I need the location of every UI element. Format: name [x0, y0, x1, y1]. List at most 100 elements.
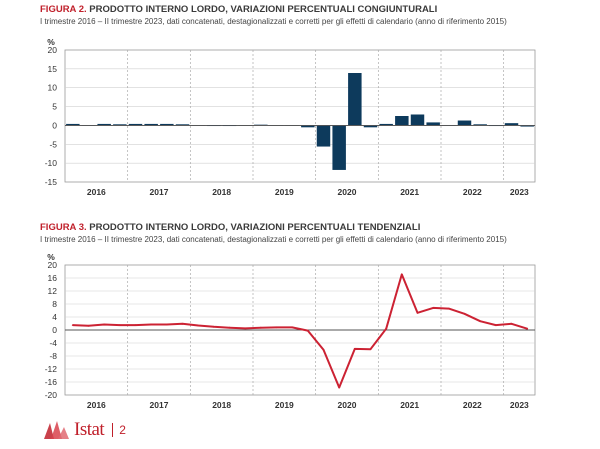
fig2-bar: [128, 123, 143, 126]
fig3-data-point: [526, 327, 529, 330]
fig3-data-point: [432, 307, 435, 309]
fig2-bar: [316, 125, 331, 147]
fig2-bar: [473, 124, 487, 126]
istat-logo-text: Istat: [74, 419, 105, 440]
fig3-y-tick-label: 12: [48, 286, 58, 296]
fig2-x-year-label: 2021: [400, 187, 419, 197]
figure-3-subtitle: I trimestre 2016 – II trimestre 2023, da…: [40, 235, 507, 244]
figure-2-number: FIGURA 2.: [40, 4, 87, 15]
fig3-data-point: [400, 273, 403, 276]
figure-2-subtitle: I trimestre 2016 – II trimestre 2023, da…: [40, 17, 507, 26]
fig3-data-point: [228, 326, 231, 329]
fig3-data-point: [165, 323, 168, 326]
fig3-data-point: [510, 322, 513, 325]
fig3-data-point: [150, 323, 153, 326]
fig3-series-line: [72, 273, 528, 389]
fig3-data-point: [275, 326, 278, 329]
fig3-data-point: [118, 324, 121, 326]
fig3-y-tick-label: 8: [52, 299, 57, 309]
fig3-x-year-label: 2023: [510, 400, 529, 410]
fig2-plot-frame: [64, 49, 536, 183]
fig3-y-tick-label: -20: [45, 390, 58, 400]
fig3-x-year-label: 2022: [463, 400, 482, 410]
fig2-y-tick-label: 15: [48, 64, 58, 74]
fig3-data-point: [416, 311, 419, 314]
fig2-y-tick-label: -5: [49, 139, 57, 149]
fig3-data-point: [369, 348, 372, 351]
fig3-x-year-label: 2021: [400, 400, 419, 410]
fig3-data-point: [197, 324, 200, 327]
istat-logo-icon: [44, 421, 69, 439]
fig3-data-point: [87, 324, 90, 327]
fig2-x-year-label: 2016: [87, 187, 106, 197]
fig3-y-tick-label: 20: [48, 260, 58, 270]
fig3-y-tick-label: -8: [49, 351, 57, 361]
fig3-data-point: [479, 320, 482, 323]
figure-3-title-line: FIGURA 3. PRODOTTO INTERNO LORDO, VARIAZ…: [40, 222, 420, 233]
fig3-y-tick-label: 4: [52, 312, 57, 322]
fig3-y-tick-label: -4: [49, 338, 57, 348]
fig3-y-tick-label: -12: [45, 364, 58, 374]
figure-2-bar-chart: -15 -10 -5 0 5 10 15 20% 2016 2017 2018 2019 2020 202…: [45, 37, 536, 197]
fig3-data-point: [134, 324, 137, 326]
fig3-x-year-label: 2020: [338, 400, 357, 410]
fig2-y-unit-label: %: [47, 37, 55, 47]
fig2-bar: [66, 123, 80, 126]
fig2-bar: [97, 123, 111, 126]
fig3-data-point: [447, 307, 450, 310]
fig2-x-year-label: 2017: [150, 187, 169, 197]
page-number: 2: [119, 423, 126, 437]
fig3-data-point: [181, 322, 184, 325]
fig3-data-point: [338, 386, 341, 389]
fig2-bar: [175, 124, 190, 126]
fig3-data-point: [71, 324, 74, 326]
figure-3-number: FIGURA 3.: [40, 222, 87, 233]
fig3-y-tick-label: -16: [45, 377, 58, 387]
fig2-x-year-label: 2023: [510, 187, 529, 197]
fig3-data-point: [103, 323, 106, 326]
fig2-bar: [426, 122, 440, 126]
figure-2-title: PRODOTTO INTERNO LORDO, VARIAZIONI PERCE…: [89, 4, 438, 15]
fig2-bar: [113, 124, 127, 126]
fig3-data-point: [259, 326, 262, 329]
footer-separator: [112, 423, 114, 437]
fig3-y-tick-label: 0: [52, 325, 57, 335]
fig2-bar: [301, 125, 315, 128]
fig3-data-point: [291, 326, 294, 329]
fig3-data-point: [244, 327, 247, 330]
fig2-bar: [520, 125, 534, 127]
fig3-data-point: [494, 324, 497, 326]
fig2-bar: [348, 73, 362, 126]
fig2-y-tick-label: 5: [52, 102, 57, 112]
fig2-y-tick-label: 0: [52, 120, 57, 130]
fig3-x-year-label: 2018: [212, 400, 231, 410]
fig3-data-point: [385, 327, 388, 330]
fig2-x-year-label: 2020: [338, 187, 357, 197]
fig2-x-year-label: 2018: [212, 187, 231, 197]
fig2-y-tick-label: -10: [45, 158, 58, 168]
fig3-x-year-label: 2017: [150, 400, 169, 410]
fig2-bar: [160, 123, 174, 126]
fig2-bar: [379, 123, 393, 126]
fig3-x-year-label: 2019: [275, 400, 294, 410]
fig3-data-point: [306, 329, 309, 332]
fig2-bar: [363, 125, 378, 128]
fig2-bar: [504, 123, 519, 126]
figure-3-title: PRODOTTO INTERNO LORDO, VARIAZIONI PERCE…: [89, 222, 421, 233]
figure-2-title-line: FIGURA 2. PRODOTTO INTERNO LORDO, VARIAZ…: [40, 4, 437, 15]
fig3-y-unit-label: %: [47, 252, 55, 262]
fig3-data-point: [212, 325, 215, 328]
fig2-bar: [410, 114, 425, 126]
fig2-x-year-label: 2022: [463, 187, 482, 197]
page-footer: Istat 2: [42, 418, 126, 442]
fig3-data-point: [463, 312, 466, 315]
fig2-x-year-label: 2019: [275, 187, 294, 197]
fig2-y-tick-label: 20: [48, 45, 58, 55]
fig2-bar: [332, 125, 346, 170]
fig2-bar: [395, 116, 409, 126]
fig2-y-tick-label: 10: [48, 83, 58, 93]
fig2-y-tick-label: -15: [45, 177, 58, 187]
fig3-x-year-label: 2016: [87, 400, 106, 410]
fig2-bar: [457, 120, 472, 126]
